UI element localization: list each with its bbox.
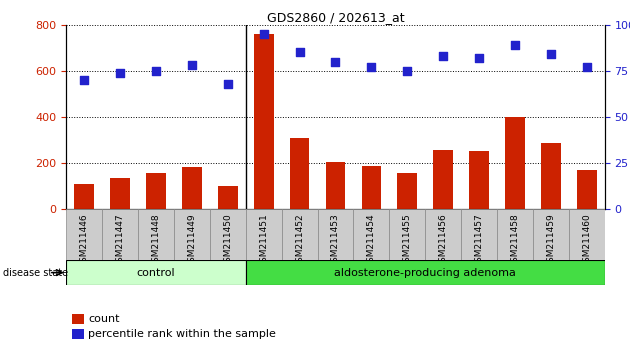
Bar xyxy=(505,117,525,209)
Bar xyxy=(210,209,246,260)
Bar xyxy=(66,209,102,260)
Bar xyxy=(102,209,138,260)
Bar xyxy=(461,209,497,260)
Point xyxy=(402,68,412,74)
Text: disease state: disease state xyxy=(3,268,68,278)
Bar xyxy=(398,173,417,209)
Point xyxy=(581,64,592,70)
Point xyxy=(258,31,268,37)
Point xyxy=(546,51,556,57)
Bar xyxy=(218,186,238,209)
Bar xyxy=(174,209,210,260)
Point xyxy=(79,77,89,83)
Bar xyxy=(146,173,166,209)
Text: GSM211452: GSM211452 xyxy=(295,213,304,268)
Bar xyxy=(246,209,282,260)
Bar xyxy=(497,209,533,260)
Bar xyxy=(326,162,345,209)
Point xyxy=(510,42,520,48)
Bar xyxy=(254,34,273,209)
Bar xyxy=(569,209,605,260)
Bar xyxy=(110,178,130,209)
Bar xyxy=(74,183,94,209)
Bar xyxy=(353,209,389,260)
Text: count: count xyxy=(88,314,120,324)
Bar xyxy=(318,209,353,260)
Text: GSM211449: GSM211449 xyxy=(187,213,197,268)
Title: GDS2860 / 202613_at: GDS2860 / 202613_at xyxy=(266,11,404,24)
Bar xyxy=(577,170,597,209)
Point xyxy=(223,81,233,86)
Text: GSM211457: GSM211457 xyxy=(474,213,484,268)
Bar xyxy=(282,209,318,260)
Bar xyxy=(182,167,202,209)
Bar xyxy=(290,138,309,209)
Bar xyxy=(541,143,561,209)
Text: aldosterone-producing adenoma: aldosterone-producing adenoma xyxy=(335,268,516,278)
Text: GSM211448: GSM211448 xyxy=(151,213,161,268)
Text: GSM211451: GSM211451 xyxy=(259,213,268,268)
Text: GSM211458: GSM211458 xyxy=(510,213,520,268)
Point xyxy=(115,70,125,75)
Bar xyxy=(433,150,453,209)
Bar xyxy=(469,152,489,209)
Point xyxy=(151,68,161,74)
Bar xyxy=(66,260,246,285)
Point xyxy=(367,64,377,70)
Text: GSM211453: GSM211453 xyxy=(331,213,340,268)
Text: GSM211455: GSM211455 xyxy=(403,213,412,268)
Bar xyxy=(533,209,569,260)
Text: GSM211454: GSM211454 xyxy=(367,213,376,268)
Text: percentile rank within the sample: percentile rank within the sample xyxy=(88,329,276,339)
Bar xyxy=(138,209,174,260)
Point xyxy=(330,59,340,64)
Point xyxy=(438,53,448,59)
Point xyxy=(186,62,197,68)
Bar xyxy=(425,209,461,260)
Point xyxy=(294,50,304,55)
Text: GSM211456: GSM211456 xyxy=(438,213,448,268)
Text: GSM211447: GSM211447 xyxy=(115,213,125,268)
Text: control: control xyxy=(137,268,175,278)
Bar xyxy=(246,260,605,285)
Text: GSM211460: GSM211460 xyxy=(582,213,592,268)
Point xyxy=(474,55,484,61)
Bar xyxy=(389,209,425,260)
Bar xyxy=(362,166,381,209)
Text: GSM211450: GSM211450 xyxy=(223,213,232,268)
Text: GSM211459: GSM211459 xyxy=(546,213,556,268)
Text: GSM211446: GSM211446 xyxy=(79,213,89,268)
